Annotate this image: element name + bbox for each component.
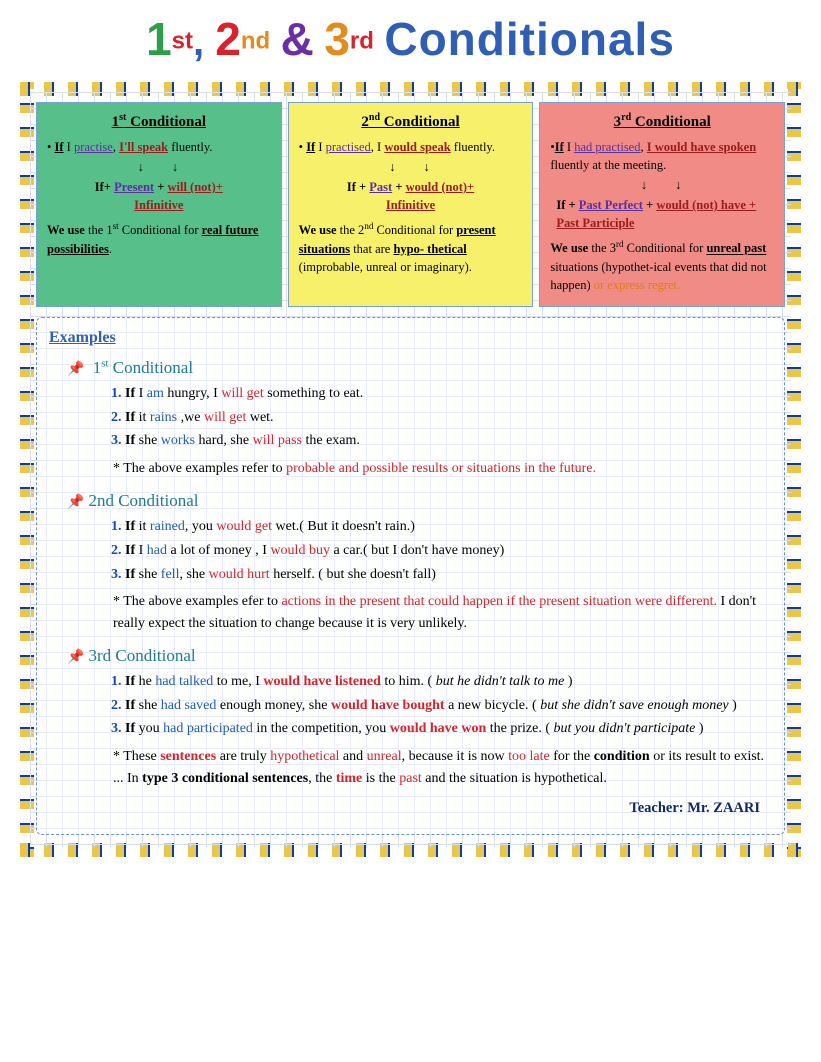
examples-panel: Examples 📌 1st Conditional If I am hungr…	[36, 317, 785, 835]
list-2nd: If it rained, you would get wet.( But it…	[125, 516, 772, 585]
list-item: If she works hard, she will pass the exa…	[125, 430, 772, 452]
arrows-icon: ↓↓	[576, 176, 774, 194]
title-amp: &	[281, 12, 314, 66]
box-third-conditional: 3rd Conditional •If I had practised, I w…	[539, 102, 785, 307]
note-3rd: * These sentences are truly hypothetical…	[113, 746, 772, 789]
box3-usage: We use the 3rd Conditional for unreal pa…	[550, 238, 774, 294]
page: ESLprintables.com 1st, 2nd & 3rd Conditi…	[0, 0, 821, 1062]
pin-icon: 📌	[67, 495, 84, 510]
title-1-sup: st	[172, 28, 193, 55]
arrows-icon: ↓↓	[325, 158, 523, 176]
pin-icon: 📌	[67, 362, 84, 377]
box2-usage: We use the 2nd Conditional for present s…	[299, 220, 523, 276]
box3-sentence: •If I had practised, I would have spoken…	[550, 138, 774, 174]
box1-heading: 1st Conditional	[47, 111, 271, 134]
list-item: If it rained, you would get wet.( But it…	[125, 516, 772, 538]
list-item: If I had a lot of money , I would buy a …	[125, 540, 772, 562]
list-item: If she fell, she would hurt herself. ( b…	[125, 564, 772, 586]
box3-formula: If + Past Perfect + would (not) have + P…	[550, 196, 774, 232]
box2-sentence: • If I practised, I would speak fluently…	[299, 138, 523, 156]
note-2nd: * The above examples efer to actions in …	[113, 591, 772, 634]
box3-heading: 3rd Conditional	[550, 111, 774, 134]
title-word: Conditionals	[384, 13, 675, 65]
title-3: 3	[324, 12, 350, 66]
title-comma: ,	[193, 20, 215, 64]
section-2nd: 📌2nd Conditional	[67, 488, 772, 514]
examples-header: Examples	[49, 326, 772, 351]
box2-formula: If + Past + would (not)+Infinitive	[299, 178, 523, 214]
list-item: If he had talked to me, I would have lis…	[125, 671, 772, 693]
teacher-credit: Teacher: Mr. ZAARI	[49, 797, 760, 819]
box1-formula: If+ Present + will (not)+Infinitive	[47, 178, 271, 214]
section-1st: 📌 1st Conditional	[67, 355, 772, 381]
box1-sentence: • If I practise, I'll speak fluently.	[47, 138, 271, 156]
section-3rd: 📌3rd Conditional	[67, 643, 772, 669]
box-first-conditional: 1st Conditional • If I practise, I'll sp…	[36, 102, 282, 307]
list-1st: If I am hungry, I will get something to …	[125, 383, 772, 452]
arrows-icon: ↓↓	[73, 158, 271, 176]
page-title: 1st, 2nd & 3rd Conditionals	[12, 12, 809, 66]
box1-usage: We use the 1st Conditional for real futu…	[47, 220, 271, 257]
list-item: If I am hungry, I will get something to …	[125, 383, 772, 405]
title-3-sup: rd	[350, 28, 374, 55]
conditional-boxes: 1st Conditional • If I practise, I'll sp…	[36, 102, 785, 307]
title-1: 1	[146, 12, 172, 66]
note-1st: * The above examples refer to probable a…	[113, 458, 772, 480]
list-item: If it rains ,we will get wet.	[125, 407, 772, 429]
grid-background: 1st Conditional • If I practise, I'll sp…	[30, 92, 791, 847]
pin-icon: 📌	[67, 650, 84, 665]
box2-heading: 2nd Conditional	[299, 111, 523, 134]
title-2: 2	[215, 12, 241, 66]
list-item: If you had participated in the competiti…	[125, 718, 772, 740]
title-2-sup: nd	[241, 28, 270, 55]
star-border: 1st Conditional • If I practise, I'll sp…	[12, 74, 809, 865]
list-item: If she had saved enough money, she would…	[125, 695, 772, 717]
list-3rd: If he had talked to me, I would have lis…	[125, 671, 772, 740]
box-second-conditional: 2nd Conditional • If I practised, I woul…	[288, 102, 534, 307]
